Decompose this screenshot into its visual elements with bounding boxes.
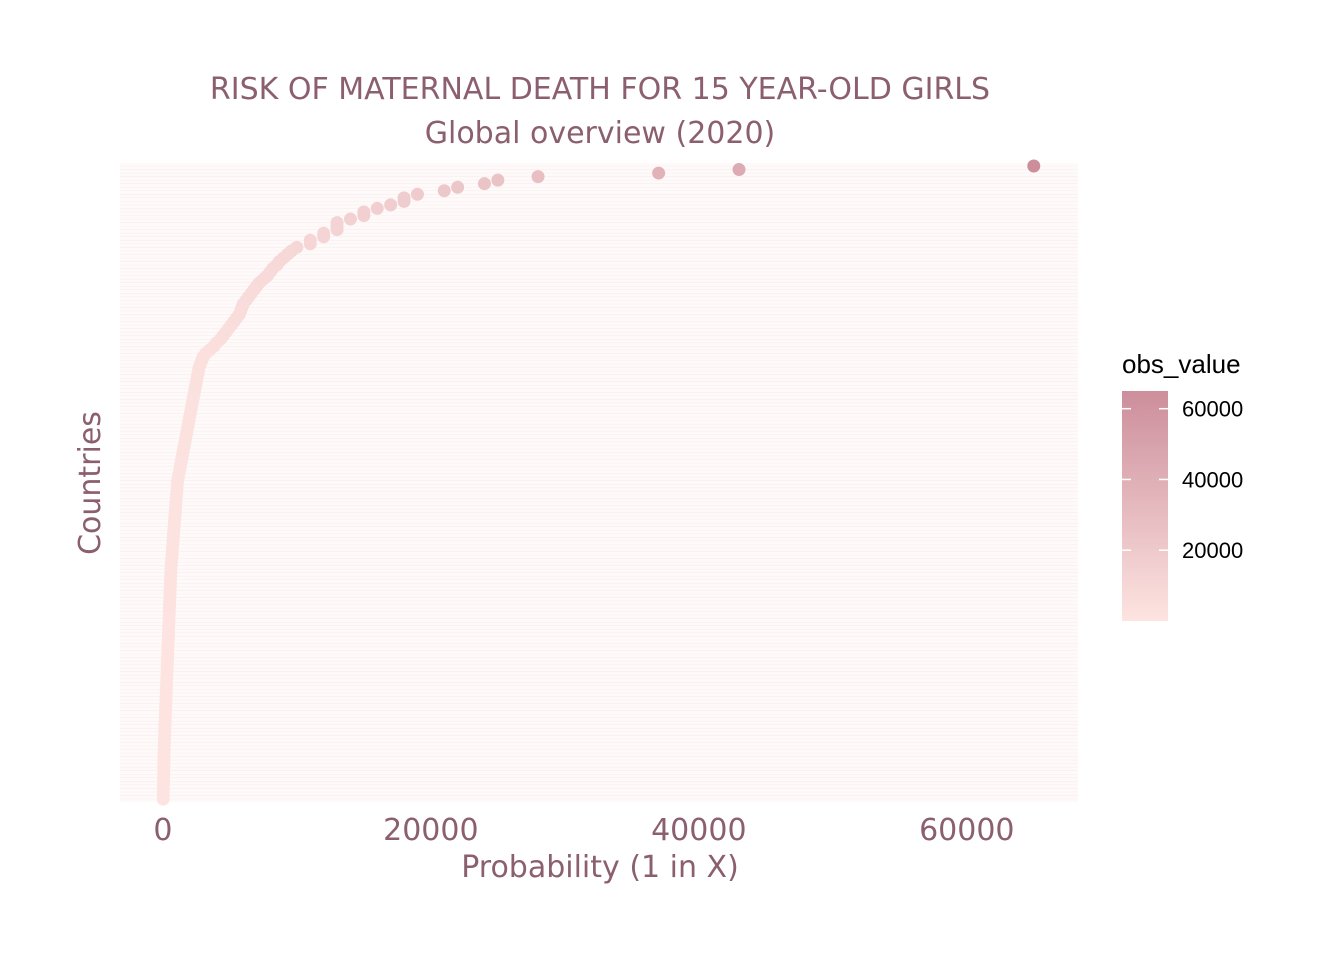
chart-subtitle: Global overview (2020) xyxy=(425,116,776,151)
grid-lines xyxy=(120,165,1078,800)
data-points xyxy=(156,159,1041,806)
legend-tick-label: 40000 xyxy=(1182,467,1243,492)
data-point xyxy=(437,184,451,198)
data-point xyxy=(303,237,317,251)
data-point xyxy=(491,173,505,187)
data-point xyxy=(384,198,398,212)
plot-panel xyxy=(120,163,1078,802)
legend-title: obs_value xyxy=(1122,349,1241,379)
data-point xyxy=(330,223,344,237)
data-point xyxy=(451,180,465,194)
data-point xyxy=(343,212,357,226)
data-point xyxy=(397,194,411,208)
legend-ticks: 20000 40000 60000 xyxy=(1122,397,1243,563)
legend-tick-label: 20000 xyxy=(1182,538,1243,563)
data-point xyxy=(652,166,666,180)
data-point xyxy=(317,230,331,244)
chart-title: RISK OF MATERNAL DEATH FOR 15 YEAR-OLD G… xyxy=(210,72,990,107)
data-point xyxy=(370,201,384,215)
x-axis-ticks: 0 20000 40000 60000 xyxy=(153,813,1014,848)
data-point xyxy=(531,170,545,184)
x-tick-label: 40000 xyxy=(651,813,746,848)
x-axis-label: Probability (1 in X) xyxy=(461,850,739,885)
data-point xyxy=(1027,159,1041,173)
y-axis-label: Countries xyxy=(73,411,108,555)
legend-tick-label: 60000 xyxy=(1182,397,1243,422)
data-point xyxy=(732,163,746,177)
legend-colorbar xyxy=(1122,391,1168,621)
data-point xyxy=(156,792,170,806)
data-point xyxy=(410,187,424,201)
x-tick-label: 0 xyxy=(153,813,172,848)
x-tick-label: 60000 xyxy=(919,813,1014,848)
data-point xyxy=(477,177,491,191)
data-point xyxy=(357,209,371,223)
x-tick-label: 20000 xyxy=(383,813,478,848)
